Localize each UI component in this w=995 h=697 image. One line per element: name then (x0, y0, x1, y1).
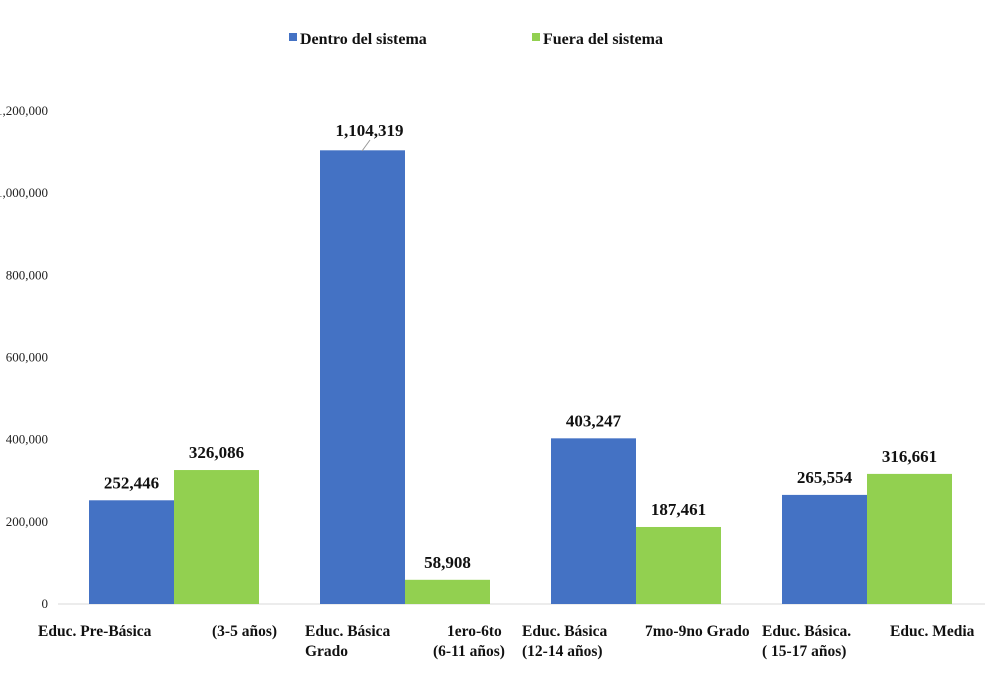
category-label: ( 15-17 años) (762, 643, 846, 660)
y-tick-label: 200,000 (6, 514, 48, 529)
y-tick-label: 400,000 (6, 432, 48, 447)
y-tick-label: 800,000 (6, 267, 48, 282)
y-tick-label: 1,200,000 (0, 103, 48, 118)
data-label: 252,446 (104, 473, 159, 492)
data-label: 58,908 (424, 553, 471, 572)
category-label: (12-14 años) (522, 643, 603, 660)
category-label: Educ. Básica. (762, 623, 851, 640)
y-tick-label: 600,000 (6, 350, 48, 365)
legend-label: Fuera del sistema (543, 31, 663, 48)
data-label: 1,104,319 (336, 121, 404, 140)
category-label: (3-5 años) (212, 623, 277, 640)
bar (320, 150, 405, 604)
bar (867, 473, 952, 604)
y-tick-label: 0 (42, 596, 49, 611)
category-label: 7mo-9no Grado (645, 623, 750, 640)
category-label: Educ. Básica (305, 623, 391, 640)
data-label: 316,661 (882, 447, 937, 466)
category-label: Educ. Básica (522, 623, 608, 640)
legend-swatch (532, 33, 540, 41)
data-label: 265,554 (797, 468, 853, 487)
legend-swatch (289, 33, 297, 41)
category-label: Grado (305, 643, 348, 660)
leader-line (361, 139, 371, 152)
category-label: Educ. Media (890, 623, 975, 640)
legend-label: Dentro del sistema (300, 31, 427, 48)
data-label: 326,086 (189, 443, 244, 462)
bar (636, 526, 721, 604)
bar (782, 494, 867, 604)
y-tick-label: 1,000,000 (0, 185, 48, 200)
data-label: 403,247 (566, 411, 622, 430)
data-label: 187,461 (651, 500, 706, 519)
category-label: (6-11 años) (433, 643, 505, 660)
bar (405, 579, 490, 604)
legend: Dentro del sistema Fuera del sistema (289, 31, 663, 48)
data-labels: 252,446 1,104,319 403,247 265,554 326,086 58,… (104, 121, 937, 572)
bar (551, 438, 636, 604)
bar (174, 470, 259, 604)
bar (89, 500, 174, 604)
category-label: 1ero-6to (447, 623, 502, 640)
category-labels: Educ. Pre-Básica (3-5 años) Educ. Básica Gr… (38, 623, 975, 660)
category-label: Educ. Pre-Básica (38, 623, 152, 640)
y-axis: 0 200,000 400,000 600,000 800,000 1,000,000 1,… (0, 103, 48, 611)
bars (89, 150, 952, 604)
